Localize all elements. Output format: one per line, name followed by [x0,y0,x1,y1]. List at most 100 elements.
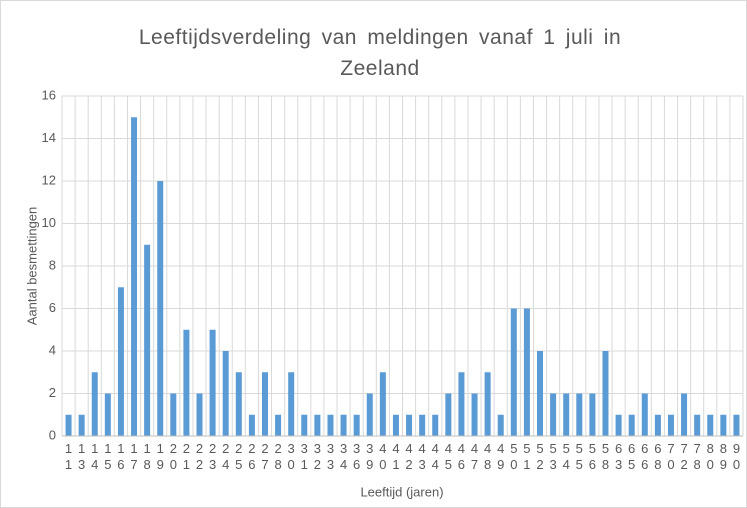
x-tick-label: 34 [339,441,348,472]
x-tick-label: 70 [667,441,675,472]
x-tick-label: 36 [353,441,361,472]
x-tick-label: 14 [91,441,99,472]
bar [248,414,255,436]
x-tick-label: 47 [470,441,479,472]
bar [654,414,661,436]
bar [275,414,282,436]
x-tick-label: 90 [732,441,741,472]
x-tick-label: 44 [431,441,439,472]
y-tick-label: 14 [42,130,56,145]
y-tick-label: 12 [42,172,56,187]
x-tick-label: 40 [379,441,387,472]
bar [288,372,295,436]
x-tick-label: 48 [484,441,492,472]
bar [91,372,98,436]
x-tick-label: 19 [156,441,164,472]
bar [458,372,465,436]
bar [144,244,151,436]
x-tick-label: 72 [680,441,688,472]
x-tick-label: 45 [444,441,452,472]
bar [510,308,517,436]
bar [392,414,399,436]
x-tick-label: 33 [326,441,335,472]
bar [301,414,308,436]
bar [667,414,674,436]
x-tick-label: 52 [536,441,544,472]
x-tick-label: 54 [562,441,570,472]
x-tick-label: 89 [719,441,727,472]
x-tick-label: 18 [143,441,151,472]
bar [484,372,491,436]
x-tick-label: 41 [392,441,400,472]
x-tick-label: 65 [628,441,636,472]
bar [65,414,72,436]
x-tick-label: 24 [222,441,230,472]
bar [327,414,334,436]
bar [261,372,268,436]
y-tick-label: 2 [49,385,56,400]
bar [432,414,439,436]
bar [707,414,714,436]
bar [117,287,124,436]
x-tick-label: 49 [497,441,505,472]
bar [733,414,740,436]
x-tick-label: 21 [182,441,191,472]
x-tick-label: 32 [313,441,321,472]
bar [104,393,111,436]
bar [681,393,688,436]
bar [235,372,242,436]
x-tick-label: 80 [706,441,714,472]
x-tick-label: 17 [130,441,138,472]
x-tick-label: 31 [300,441,308,472]
x-tick-label: 43 [418,441,426,472]
x-tick-label: 50 [510,441,518,472]
chart-title: Leeftijdsverdeling van meldingen vanaf 1… [138,26,622,80]
bar [602,351,609,436]
x-tick-label: 25 [235,441,243,472]
bar [170,393,177,436]
bar [379,372,386,436]
x-tick-label: 78 [693,441,701,472]
x-tick-label: 28 [274,441,282,472]
bar [497,414,504,436]
x-tick-label: 53 [549,441,557,472]
x-tick-label: 26 [248,441,256,472]
x-tick-label: 16 [117,441,125,472]
bar [353,414,360,436]
x-axis-label: Leeftijd (jaren) [360,484,443,499]
y-tick-label: 6 [49,300,56,315]
x-tick-label: 13 [78,441,86,472]
x-tick-label: 58 [601,441,610,472]
bar [314,414,321,436]
bar [589,393,596,436]
bar [222,351,229,436]
bar [537,351,544,436]
bar [406,414,413,436]
x-tick-label: 15 [104,441,112,472]
x-tick-label: 51 [523,441,531,472]
bar [720,414,727,436]
bar [576,393,583,436]
bar [157,181,164,436]
y-tick-label: 10 [42,215,56,230]
bar [340,414,347,436]
x-tick-label: 11 [64,441,73,472]
x-tick-label: 63 [614,441,623,472]
bar [523,308,530,436]
x-tick-label: 42 [405,441,413,472]
x-tick-label: 55 [575,441,583,472]
bar [366,393,373,436]
x-tick-label: 22 [195,441,204,472]
bar [78,414,85,436]
bar [615,414,622,436]
bar [131,117,138,436]
bar [628,414,635,436]
x-tick-label: 20 [169,441,177,472]
x-tick-label: 68 [654,441,662,472]
bar [694,414,701,436]
x-tick-label: 46 [457,441,466,472]
bar [196,393,203,436]
y-tick-label: 8 [49,257,56,272]
